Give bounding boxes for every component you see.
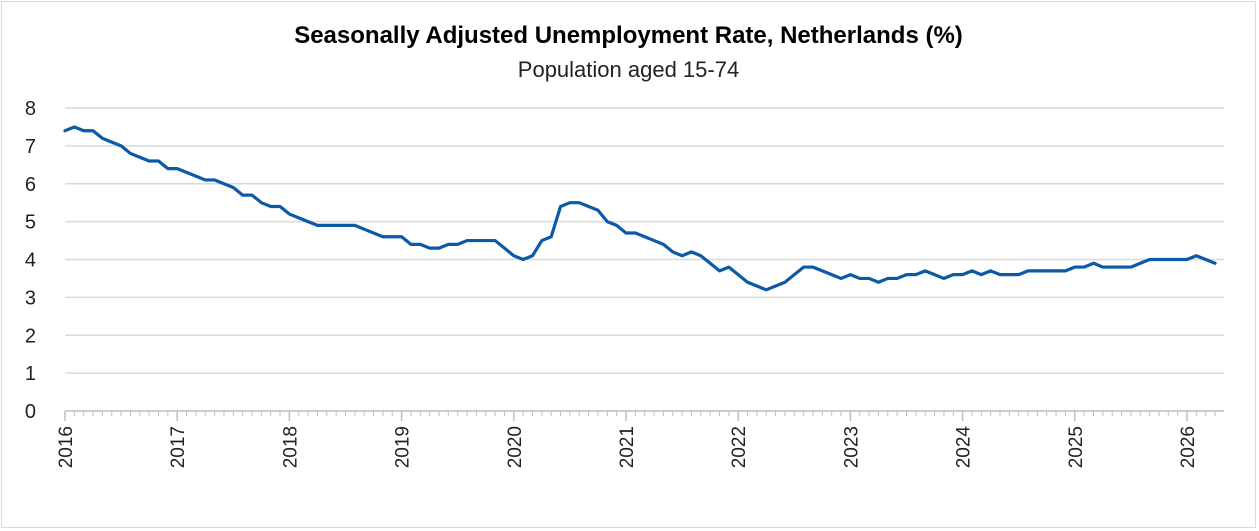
y-axis-tick-labels: 0 1 2 3 4 5 6 7 8 xyxy=(25,98,36,423)
x-tick-label-2016: 2016 xyxy=(56,426,77,468)
series-group xyxy=(63,125,1217,292)
x-tick-label-2022: 2022 xyxy=(729,426,750,468)
y-tick-label-4: 4 xyxy=(25,250,36,272)
y-tick-label-2: 2 xyxy=(25,325,36,347)
x-tick-label-2026: 2026 xyxy=(1178,426,1199,468)
y-tick-label-5: 5 xyxy=(25,212,36,234)
y-tick-label-6: 6 xyxy=(25,174,36,196)
x-tick-label-2018: 2018 xyxy=(280,426,301,468)
gridlines xyxy=(65,107,1224,374)
x-tick-label-2024: 2024 xyxy=(954,426,975,469)
x-tick-label-2020: 2020 xyxy=(505,426,526,468)
y-tick-label-8: 8 xyxy=(25,98,36,120)
x-tick-label-2023: 2023 xyxy=(841,426,862,468)
chart-title: Seasonally Adjusted Unemployment Rate, N… xyxy=(294,22,963,49)
chart-subtitle: Population aged 15-74 xyxy=(517,57,740,82)
x-tick-label-2017: 2017 xyxy=(168,426,189,468)
y-tick-label-0: 0 xyxy=(25,401,36,423)
y-tick-label-7: 7 xyxy=(25,136,36,158)
x-axis-tick-labels: 2016 2017 2018 2019 2020 2021 2022 2023 2024 2025… xyxy=(56,426,1199,469)
x-tick-label-2025: 2025 xyxy=(1066,426,1087,468)
y-tick-label-3: 3 xyxy=(25,287,36,309)
x-tick-label-2021: 2021 xyxy=(617,426,638,468)
series-line-0 xyxy=(63,125,1217,292)
y-tick-label-1: 1 xyxy=(25,363,36,385)
x-axis xyxy=(64,410,1224,421)
x-tick-label-2019: 2019 xyxy=(393,426,414,468)
